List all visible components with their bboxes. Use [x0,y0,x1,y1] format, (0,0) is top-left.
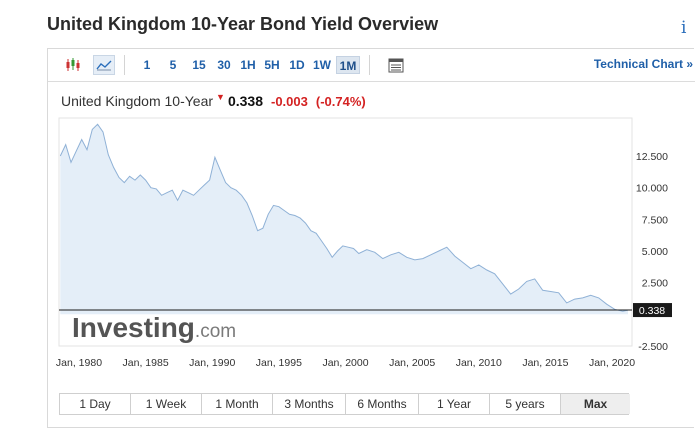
x-tick-label: Jan, 2020 [589,357,635,369]
current-value-label: 0.338 [639,305,665,317]
y-tick-label: 7.500 [642,214,668,226]
x-tick-label: Jan, 2015 [522,357,568,369]
x-tick-label: Jan, 1985 [123,357,169,369]
toolbar-divider [124,55,125,75]
interval-1d[interactable]: 1D [289,58,305,72]
table-icon[interactable] [385,55,407,75]
area-chart-icon[interactable] [93,55,115,75]
chart-widget: 1 5 15 30 1H 5H 1D 1W 1M Technical Chart… [47,48,695,428]
instrument-name: United Kingdom 10-Year [61,93,214,109]
last-price: 0.338 [227,93,263,109]
watermark-logo: Investing.com [72,312,236,343]
range-3-months[interactable]: 3 Months [273,394,346,414]
y-tick-label: 12.500 [636,151,668,163]
interval-30[interactable]: 30 [217,58,231,72]
price-change-percent: (-0.74%) [315,94,366,109]
technical-chart-link[interactable]: Technical Chart » [593,57,693,71]
quote-line: United Kingdom 10-Year ▼ 0.338 -0.003 (-0.74… [61,92,366,109]
price-change: -0.003 [271,94,308,109]
x-tick-label: Jan, 2005 [389,357,435,369]
range-selector: 1 Day 1 Week 1 Month 3 Months 6 Months 1… [59,393,630,415]
y-tick-label: 10.000 [636,183,668,195]
x-tick-label: Jan, 2010 [456,357,502,369]
interval-1h[interactable]: 1H [240,58,256,72]
range-1-year[interactable]: 1 Year [419,394,490,414]
toolbar-divider [369,55,370,75]
candlestick-icon[interactable] [62,55,84,75]
y-tick-label: -2.500 [638,341,668,353]
range-5-years[interactable]: 5 years [490,394,561,414]
interval-5[interactable]: 5 [169,58,177,72]
down-arrow-icon: ▼ [216,92,225,102]
interval-1[interactable]: 1 [143,58,151,72]
range-6-months[interactable]: 6 Months [346,394,419,414]
interval-5h[interactable]: 5H [264,58,280,72]
range-max[interactable]: Max [561,394,630,414]
x-tick-label: Jan, 1995 [256,357,302,369]
x-tick-label: Jan, 2000 [322,357,368,369]
range-1-week[interactable]: 1 Week [131,394,202,414]
y-tick-label: 2.500 [642,278,668,290]
interval-1w[interactable]: 1W [313,58,331,72]
interval-15[interactable]: 15 [192,58,206,72]
range-1-month[interactable]: 1 Month [202,394,273,414]
range-1-day[interactable]: 1 Day [60,394,131,414]
series-line [59,123,629,312]
interval-1m[interactable]: 1M [336,56,360,74]
page-title: United Kingdom 10-Year Bond Yield Overvi… [47,14,439,34]
info-icon[interactable]: i [681,18,687,38]
x-tick-label: Jan, 1990 [189,357,235,369]
current-value-badge [633,303,672,318]
y-tick-label: 5.000 [642,246,668,258]
area-fill [60,124,629,315]
x-tick-label: Jan, 1980 [56,357,102,369]
chart-toolbar: 1 5 15 30 1H 5H 1D 1W 1M Technical Chart… [48,49,695,82]
